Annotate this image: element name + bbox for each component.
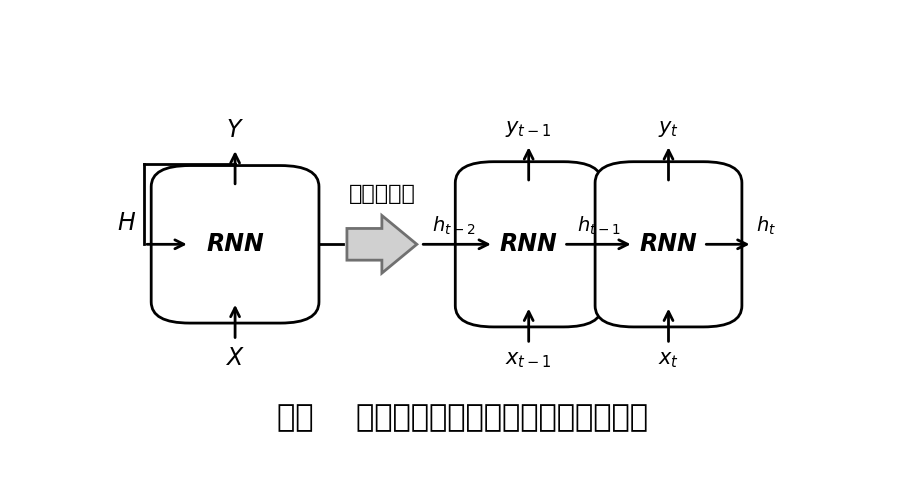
Text: RNN: RNN xyxy=(640,233,697,256)
Text: $h_{t-1}$: $h_{t-1}$ xyxy=(576,215,621,237)
Text: $h_{t-2}$: $h_{t-2}$ xyxy=(432,215,475,237)
Text: $y_t$: $y_t$ xyxy=(658,119,679,139)
FancyBboxPatch shape xyxy=(595,162,741,327)
FancyBboxPatch shape xyxy=(152,166,319,323)
Text: $x_{t-1}$: $x_{t-1}$ xyxy=(505,350,552,370)
Text: $h_t$: $h_t$ xyxy=(756,215,776,237)
FancyBboxPatch shape xyxy=(456,162,603,327)
Text: RNN: RNN xyxy=(207,233,264,256)
Text: 图１    循环神经网络标准模型及其展开模型: 图１ 循环神经网络标准模型及其展开模型 xyxy=(277,404,648,433)
Text: $X$: $X$ xyxy=(226,346,245,370)
Text: $H$: $H$ xyxy=(116,211,136,235)
Text: $y_{t-1}$: $y_{t-1}$ xyxy=(505,119,552,139)
Text: 随时间展开: 随时间展开 xyxy=(348,184,415,204)
Polygon shape xyxy=(347,216,417,273)
Text: $Y$: $Y$ xyxy=(226,118,244,143)
Text: $x_t$: $x_t$ xyxy=(658,350,679,370)
Text: RNN: RNN xyxy=(500,233,557,256)
